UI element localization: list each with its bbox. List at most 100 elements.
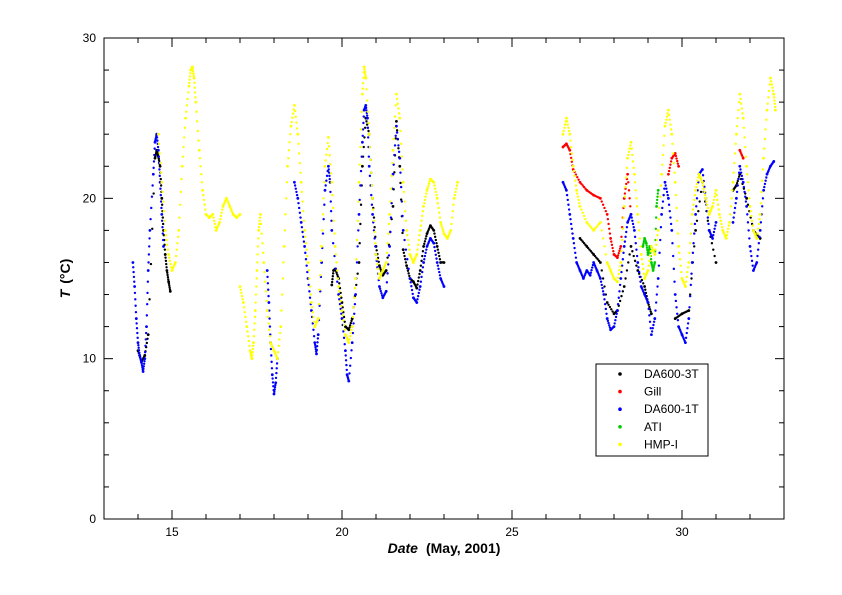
data-point [677,245,680,248]
data-point [391,148,395,152]
data-point [650,333,653,337]
data-point [745,204,748,208]
data-point [433,232,436,235]
data-point [686,322,690,325]
data-point [270,373,274,377]
data-point [577,198,580,202]
data-point [169,262,172,266]
data-point [705,200,708,203]
data-point [669,128,673,131]
data-point [629,140,633,144]
data-point [676,219,679,222]
data-point [616,254,620,257]
data-point [761,179,764,182]
data-point [699,190,703,194]
data-point [616,280,619,284]
data-point [289,133,292,136]
data-point [146,291,149,295]
data-point [259,212,262,216]
data-point [372,219,376,222]
data-point [636,261,640,264]
data-point [725,234,729,237]
data-point [724,237,728,240]
data-point [323,188,327,192]
data-point [633,235,637,239]
data-point [370,184,374,187]
data-point [755,237,759,240]
data-point [291,112,295,115]
data-point [644,241,648,245]
data-point [131,261,135,264]
data-point [650,330,654,333]
data-point [306,270,309,274]
data-point [312,320,316,323]
data-point [565,116,568,120]
data-point [132,275,136,279]
y-tick-label: 10 [83,352,97,366]
data-point [604,293,608,296]
data-point [347,341,351,345]
data-point [417,238,421,242]
data-point [668,118,671,121]
data-point [731,180,735,184]
data-point [772,92,776,96]
data-point [763,147,766,150]
data-point [349,331,353,335]
data-point [299,220,303,224]
data-point [655,293,659,296]
data-point [152,166,155,170]
data-point [422,261,425,264]
data-point [271,377,274,380]
data-point [686,327,689,330]
data-point [687,261,691,264]
data-point [669,123,672,126]
data-point [221,208,224,211]
data-point [574,184,578,187]
data-point [416,243,420,247]
data-point [695,182,699,186]
data-point [385,281,389,284]
data-point [348,364,352,367]
data-point [639,245,642,248]
data-point [767,96,770,99]
data-point [238,212,242,216]
data-point [268,325,272,328]
data-point [590,268,593,272]
data-point [308,296,312,299]
data-point [620,270,623,274]
data-point [744,195,747,198]
data-point [707,209,710,213]
data-point [165,238,168,242]
data-point [157,142,161,146]
data-point [620,264,624,267]
data-point [707,222,710,226]
data-point [706,216,710,219]
data-point [310,301,313,304]
data-point [166,276,170,279]
data-point [362,121,365,125]
data-point [733,161,736,165]
data-point [726,230,729,234]
data-point [616,309,619,312]
data-point [384,269,388,272]
data-point [327,164,330,168]
data-point [161,232,165,235]
data-point [342,315,346,319]
data-point [411,292,414,296]
data-point [622,251,625,255]
data-point [436,264,440,267]
data-point [298,161,302,165]
data-point [661,206,664,210]
data-point [735,132,738,136]
data-point [569,139,572,142]
data-point [328,177,331,181]
data-point [327,171,331,174]
data-point [333,232,336,235]
data-point [652,320,656,323]
data-point [677,164,680,168]
data-point [580,208,583,211]
data-point [364,103,368,107]
data-point [601,290,605,293]
data-point [432,229,436,232]
